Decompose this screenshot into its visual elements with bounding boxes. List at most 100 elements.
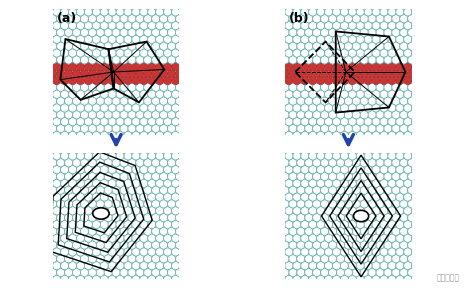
Circle shape xyxy=(297,83,305,91)
Circle shape xyxy=(61,262,69,270)
Circle shape xyxy=(400,255,408,263)
Circle shape xyxy=(404,248,412,256)
Circle shape xyxy=(340,179,348,187)
Circle shape xyxy=(337,56,345,64)
Circle shape xyxy=(411,179,420,187)
Circle shape xyxy=(104,227,112,235)
Circle shape xyxy=(73,227,81,235)
Circle shape xyxy=(164,234,172,242)
Circle shape xyxy=(104,83,112,91)
Circle shape xyxy=(116,220,124,229)
Circle shape xyxy=(160,214,168,222)
Circle shape xyxy=(380,118,388,126)
Circle shape xyxy=(281,173,289,181)
Circle shape xyxy=(172,90,180,98)
Circle shape xyxy=(372,63,380,71)
Circle shape xyxy=(348,22,356,30)
Circle shape xyxy=(53,118,61,126)
Circle shape xyxy=(49,97,57,105)
Circle shape xyxy=(84,49,92,57)
Circle shape xyxy=(120,214,128,222)
Circle shape xyxy=(179,104,188,112)
Circle shape xyxy=(388,22,396,30)
Circle shape xyxy=(317,248,325,256)
Circle shape xyxy=(160,124,168,132)
Circle shape xyxy=(305,56,313,64)
Circle shape xyxy=(84,152,92,160)
Circle shape xyxy=(100,275,108,283)
Circle shape xyxy=(148,275,156,283)
Circle shape xyxy=(96,255,104,263)
Circle shape xyxy=(152,138,160,146)
Circle shape xyxy=(148,8,156,16)
Circle shape xyxy=(140,76,148,85)
Circle shape xyxy=(285,275,293,283)
Circle shape xyxy=(92,8,100,16)
Circle shape xyxy=(340,104,348,112)
Circle shape xyxy=(120,124,128,132)
Circle shape xyxy=(120,111,128,119)
Circle shape xyxy=(84,131,92,139)
Circle shape xyxy=(64,282,73,288)
Circle shape xyxy=(64,138,73,146)
Circle shape xyxy=(289,268,297,276)
Circle shape xyxy=(136,97,144,105)
Circle shape xyxy=(317,76,325,85)
Circle shape xyxy=(285,63,293,71)
Circle shape xyxy=(140,35,148,43)
Circle shape xyxy=(396,207,404,215)
Circle shape xyxy=(297,173,305,181)
Circle shape xyxy=(152,111,160,119)
Circle shape xyxy=(411,63,420,71)
Circle shape xyxy=(408,173,416,181)
Circle shape xyxy=(112,56,120,64)
Circle shape xyxy=(352,227,360,235)
Circle shape xyxy=(167,111,176,119)
Circle shape xyxy=(69,193,77,201)
Circle shape xyxy=(408,145,416,153)
Circle shape xyxy=(136,111,144,119)
Circle shape xyxy=(96,186,104,194)
Circle shape xyxy=(404,207,412,215)
Circle shape xyxy=(152,200,160,208)
Circle shape xyxy=(289,111,297,119)
Circle shape xyxy=(120,42,128,50)
Circle shape xyxy=(396,118,404,126)
Circle shape xyxy=(340,49,348,57)
Circle shape xyxy=(179,8,188,16)
Circle shape xyxy=(116,275,124,283)
Circle shape xyxy=(53,131,61,139)
Circle shape xyxy=(388,220,396,229)
Circle shape xyxy=(148,207,156,215)
Circle shape xyxy=(41,42,49,50)
Circle shape xyxy=(337,15,345,23)
Circle shape xyxy=(344,255,353,263)
Circle shape xyxy=(120,29,128,37)
Circle shape xyxy=(356,76,365,85)
Circle shape xyxy=(317,207,325,215)
Circle shape xyxy=(140,152,148,160)
Circle shape xyxy=(376,214,384,222)
Circle shape xyxy=(305,241,313,249)
Circle shape xyxy=(364,193,372,201)
Circle shape xyxy=(396,262,404,270)
Circle shape xyxy=(368,111,376,119)
Circle shape xyxy=(144,124,152,132)
Circle shape xyxy=(144,241,152,249)
Circle shape xyxy=(53,248,61,256)
Circle shape xyxy=(160,42,168,50)
Circle shape xyxy=(96,282,104,288)
Circle shape xyxy=(128,282,136,288)
Circle shape xyxy=(289,241,297,249)
Circle shape xyxy=(116,8,124,16)
Circle shape xyxy=(328,56,337,64)
Circle shape xyxy=(388,207,396,215)
Circle shape xyxy=(368,1,376,9)
Circle shape xyxy=(164,8,172,16)
Circle shape xyxy=(372,262,380,270)
Circle shape xyxy=(73,111,81,119)
Circle shape xyxy=(328,29,337,37)
Circle shape xyxy=(69,22,77,30)
Circle shape xyxy=(120,186,128,194)
Circle shape xyxy=(61,275,69,283)
